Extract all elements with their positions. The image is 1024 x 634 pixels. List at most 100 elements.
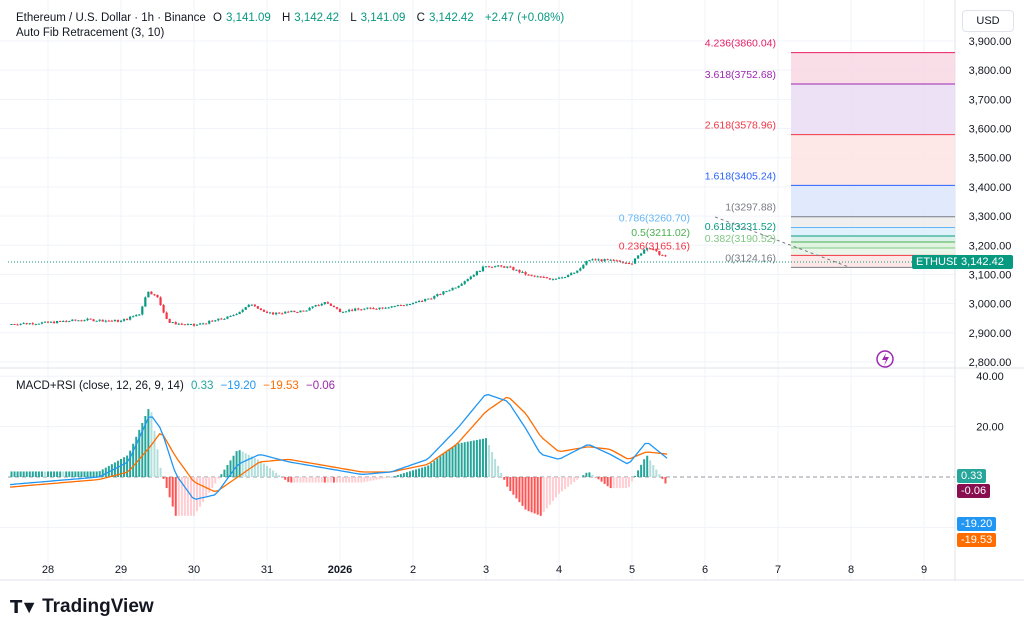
fib-level-label: 3.618(3752.68): [705, 69, 776, 81]
macd-histogram-bar: [448, 449, 451, 477]
macd-histogram-bar: [442, 453, 445, 477]
macd-histogram-bar: [405, 472, 408, 477]
high-label: H: [281, 12, 291, 24]
candle: [451, 287, 454, 291]
macd-histogram-bar: [217, 477, 220, 479]
macd-histogram-bar: [247, 454, 250, 477]
candle: [223, 318, 226, 320]
fib-level-label: 0.5(3211.02): [631, 227, 690, 239]
macd-histogram-bar: [624, 477, 627, 489]
macd-histogram-bar: [548, 477, 551, 505]
macd-histogram-bar: [214, 477, 217, 484]
candle: [150, 291, 153, 295]
tradingview-logo[interactable]: 𝗧▼ TradingView: [10, 596, 154, 618]
symbol-title[interactable]: Ethereum / U.S. Dollar · 1h · Binance: [16, 12, 206, 24]
macd-histogram-bar: [31, 471, 34, 477]
macd-histogram-bar: [53, 471, 56, 477]
candle: [521, 271, 524, 273]
macd-tick-label: 20.00: [976, 422, 1004, 434]
macd-histogram-bar: [615, 477, 618, 489]
candle: [186, 324, 190, 326]
candle: [101, 319, 104, 322]
macd-histogram-bar: [637, 470, 640, 477]
macd-histogram-bar: [351, 477, 354, 483]
candle: [490, 266, 494, 268]
candle: [271, 312, 275, 315]
macd-histogram-bar: [384, 477, 387, 479]
candle: [594, 259, 597, 261]
candle: [92, 319, 95, 322]
macd-histogram-bar: [147, 409, 150, 477]
macd-histogram-bar: [433, 460, 436, 477]
macd-histogram-bar: [241, 451, 244, 477]
candle: [551, 279, 555, 281]
macd-histogram-bar: [28, 471, 31, 477]
candle: [156, 294, 159, 298]
candle: [533, 275, 536, 277]
candle: [46, 321, 50, 323]
macd-histogram-bar: [606, 477, 609, 487]
macd-line: [9, 393, 668, 500]
candle: [332, 305, 336, 308]
macd-histogram-bar: [408, 471, 411, 477]
candle: [253, 304, 256, 307]
candle: [360, 309, 363, 311]
candle: [417, 300, 421, 303]
macd-histogram-bar: [354, 477, 357, 483]
macd-histogram-bar: [649, 460, 652, 477]
price-tick-label: 3,200.00: [969, 240, 1012, 252]
candle: [214, 320, 217, 322]
candle: [177, 323, 180, 325]
macd-histogram-bar: [180, 477, 183, 516]
macd-histogram-bar: [266, 465, 268, 477]
macd-histogram-bar: [10, 471, 13, 477]
candle: [22, 323, 25, 325]
time-tick-label: 2: [410, 564, 416, 576]
macd-histogram-bar: [308, 477, 311, 483]
macd-indicator-label[interactable]: MACD+RSI (close, 12, 26, 9, 14): [16, 380, 184, 392]
macd-histogram-bar: [515, 477, 518, 499]
macd-histogram-bar: [506, 477, 509, 487]
candle: [457, 285, 460, 288]
macd-histogram-bar: [104, 467, 107, 477]
macd-histogram-bar: [281, 477, 284, 478]
fib-zone: [791, 185, 955, 217]
tradingview-logo-icon: 𝗧▼: [10, 596, 38, 617]
candle: [235, 314, 238, 316]
macd-histogram-bar: [56, 471, 59, 477]
fib-indicator-label[interactable]: Auto Fib Retracement (3, 10): [16, 27, 165, 39]
currency-button[interactable]: USD: [962, 10, 1014, 32]
extra-tag: -0.06: [957, 484, 991, 498]
fib-zone: [791, 227, 955, 237]
macd-histogram-bar: [40, 471, 43, 477]
macd-histogram-bar: [631, 477, 633, 482]
candle: [414, 302, 418, 304]
macd-histogram-bar: [597, 477, 600, 480]
candle: [497, 265, 500, 267]
candle: [463, 281, 466, 284]
macd-histogram-bar: [466, 441, 469, 477]
macd-histogram-bar: [153, 430, 156, 477]
candle: [62, 321, 65, 323]
candle: [515, 269, 518, 271]
candle: [189, 324, 193, 326]
candle: [600, 259, 603, 261]
macd-histogram-bar: [287, 477, 290, 483]
candle: [557, 277, 561, 279]
candle: [56, 320, 59, 324]
macd-histogram-bar: [220, 474, 223, 477]
macd-histogram-bar: [503, 477, 506, 480]
macd-histogram-bar: [37, 471, 40, 477]
candle: [408, 303, 412, 305]
macd-histogram-bar: [360, 477, 363, 483]
candle: [369, 307, 372, 309]
macd-histogram-bar: [262, 463, 265, 477]
candle: [256, 306, 259, 309]
fib-trend-line: [714, 216, 851, 268]
candle: [195, 324, 199, 326]
time-tick-label: 28: [42, 564, 54, 576]
candle: [518, 269, 521, 273]
candle: [49, 321, 53, 323]
